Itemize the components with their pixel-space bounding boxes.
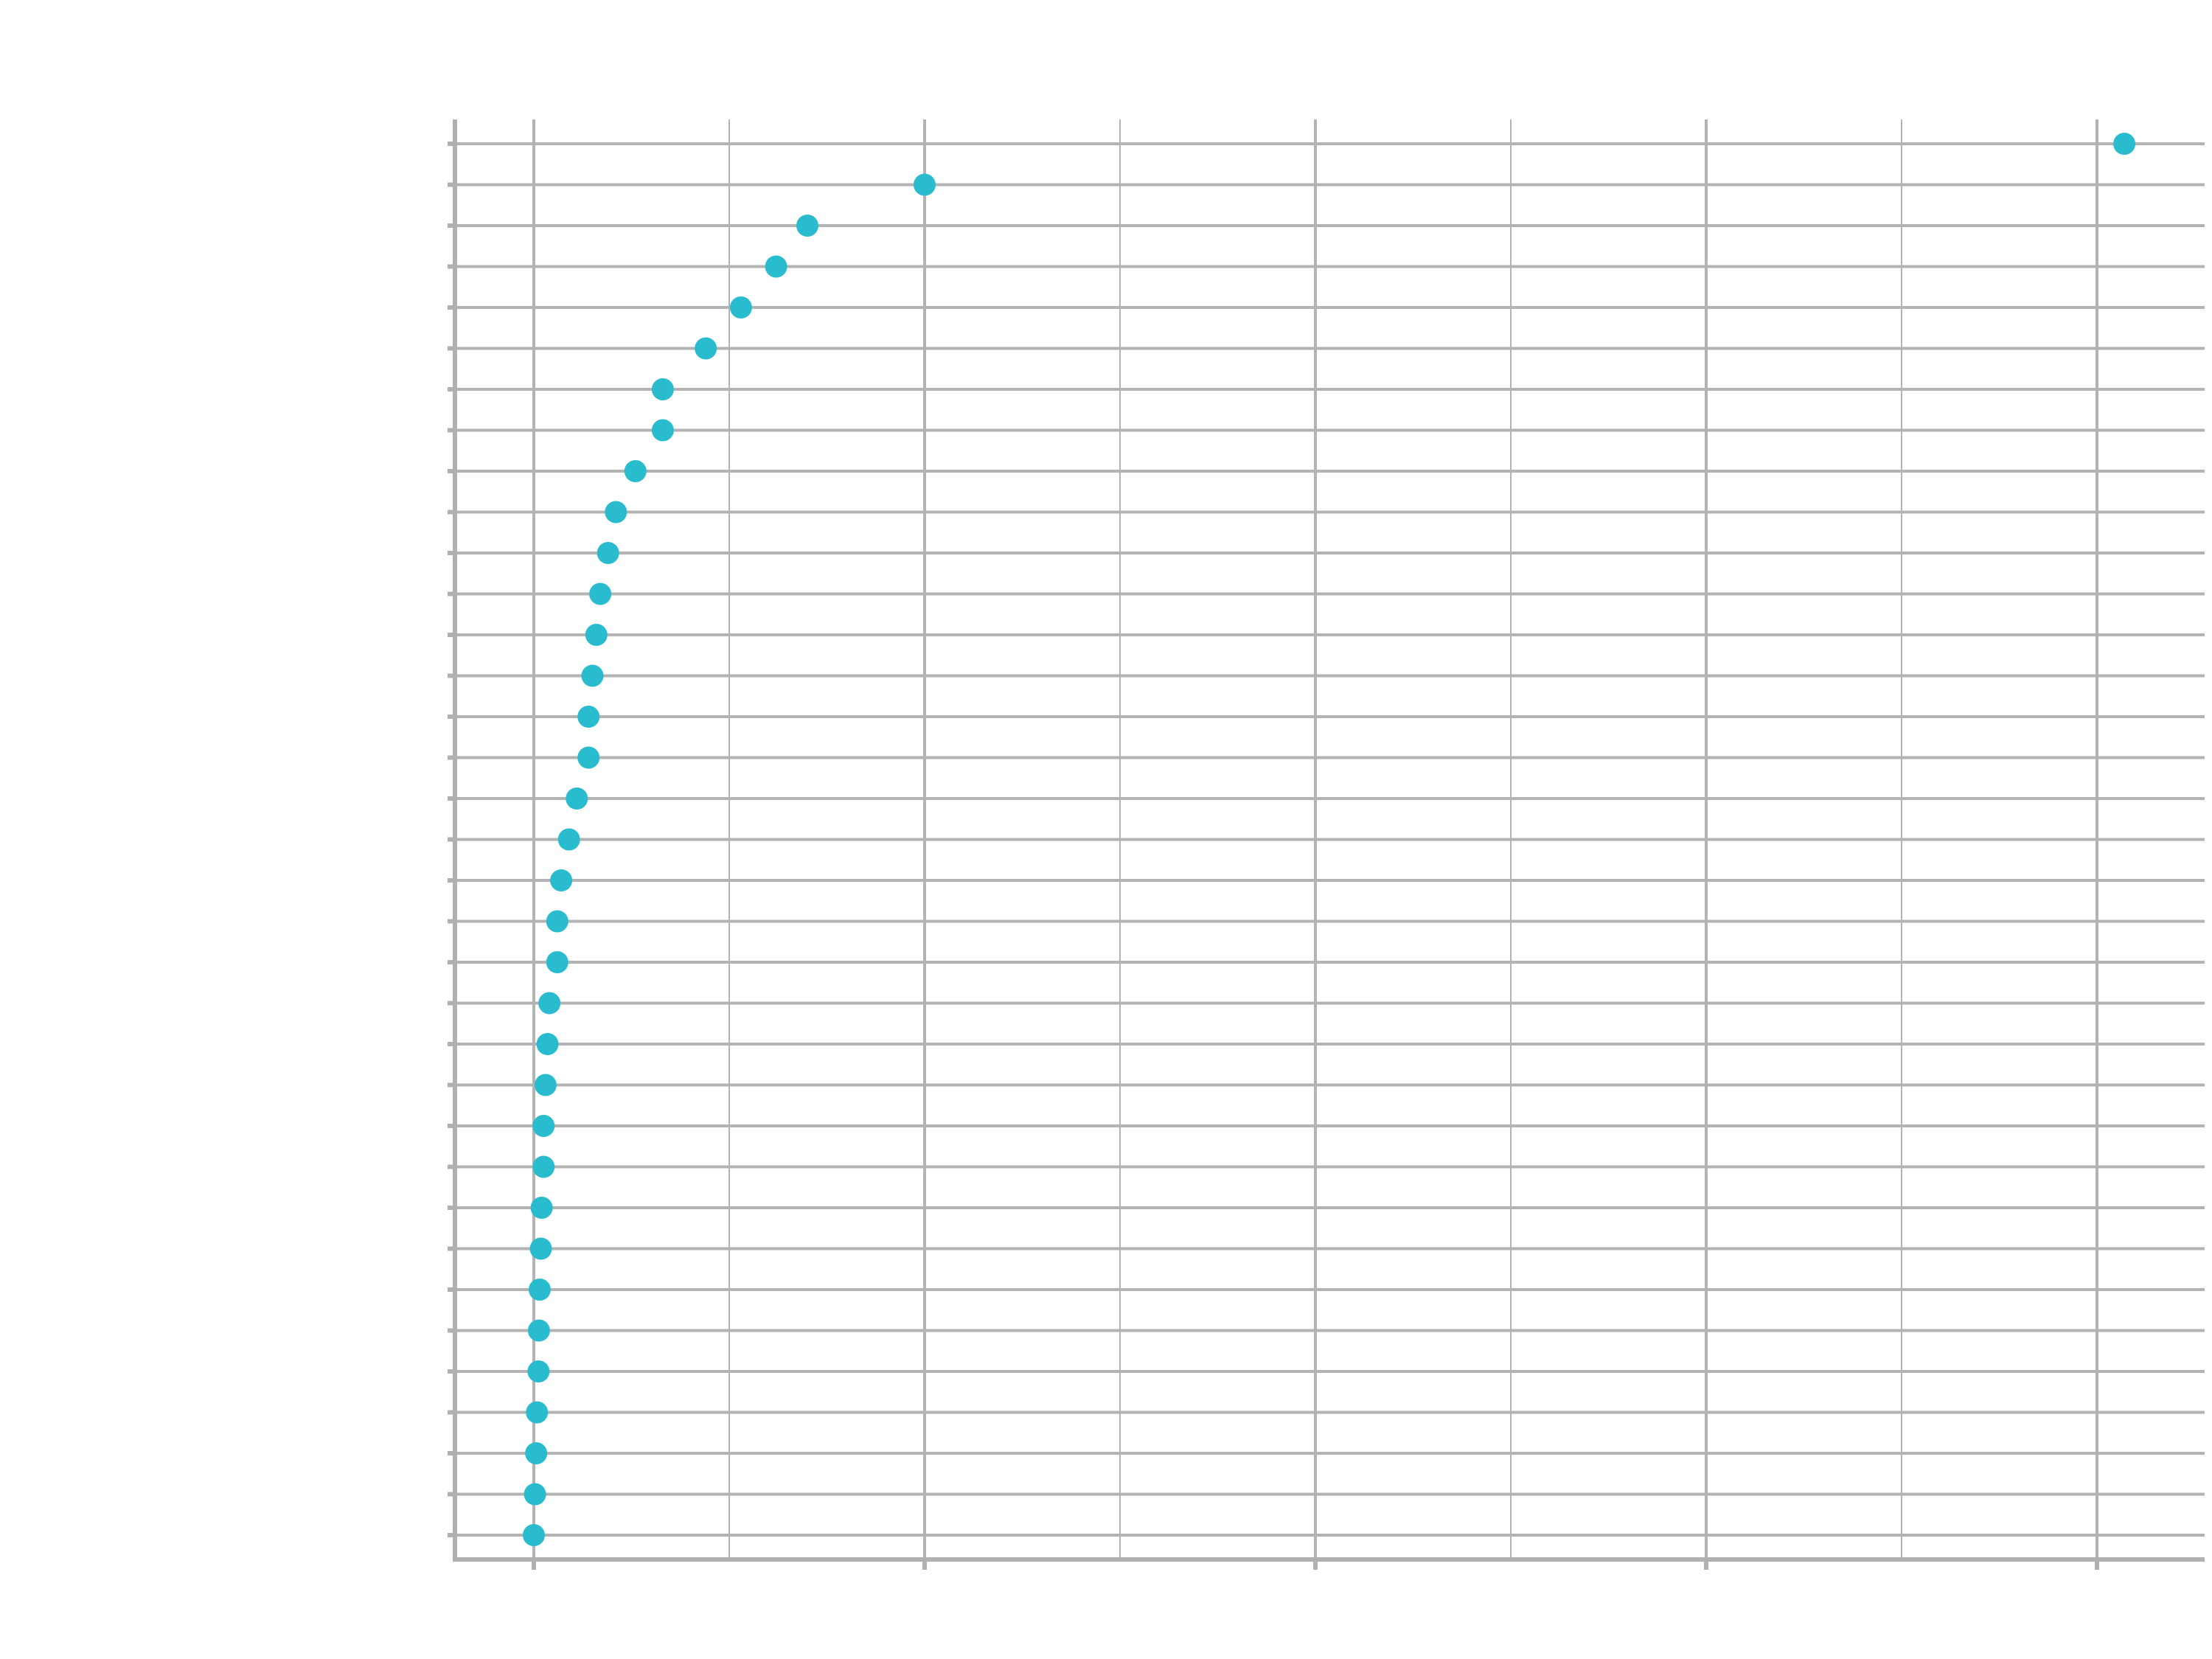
data-point [585,624,608,646]
data-point [695,337,717,360]
data-point [577,706,600,728]
data-point [550,869,573,891]
data-point [589,582,612,605]
data-point [536,1033,559,1055]
data-point [528,1279,551,1301]
data-point [525,1442,548,1464]
data-point [532,1155,555,1178]
data-point [796,215,818,237]
data-point [523,1524,545,1546]
data-point [605,501,627,524]
grid [455,119,2205,1559]
data-point [546,910,568,933]
data-point [524,1483,546,1506]
data-point [914,173,936,196]
data-point [651,419,674,442]
data-point [557,828,580,851]
data-point [624,460,647,482]
data-point [538,992,561,1015]
data-point [566,787,588,810]
data-point [529,1237,552,1260]
axes [448,119,2205,1570]
data-point [2113,133,2136,155]
data-point [597,542,619,564]
data-point [532,1115,555,1137]
data-point [765,255,787,278]
data-point [530,1197,553,1219]
data-point [527,1319,550,1342]
data-point [577,746,600,769]
data-point [546,951,568,973]
data-point [534,1074,557,1096]
data-point [581,664,604,687]
data-point [527,1360,550,1382]
data-point [651,378,674,400]
data-point [526,1401,549,1424]
data-points [523,133,2136,1546]
data-point [729,296,752,319]
